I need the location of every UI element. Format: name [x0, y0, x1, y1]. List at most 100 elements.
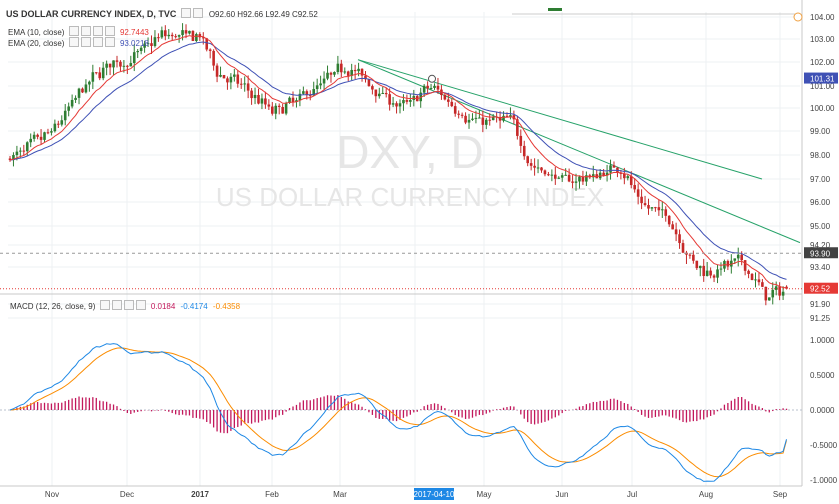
- legend-hide-icon[interactable]: [192, 8, 203, 18]
- macd-tick-label: -0.5000: [810, 441, 838, 450]
- candle-body: [43, 132, 46, 140]
- candle-body: [153, 37, 157, 46]
- time-tick-label: Aug: [699, 490, 713, 499]
- candle-body: [443, 94, 447, 100]
- ema10-more-icon[interactable]: [104, 26, 115, 36]
- price-tick-label: 104.00: [810, 13, 835, 22]
- candle-body: [536, 167, 540, 169]
- candle-body: [633, 185, 636, 190]
- toolbar-indicator: [548, 8, 562, 11]
- candle-body: [567, 174, 571, 182]
- candle-body: [184, 30, 188, 34]
- candle-body: [754, 279, 757, 281]
- candle-body: [295, 100, 298, 103]
- candle-body: [623, 173, 626, 179]
- candle-body: [108, 63, 112, 68]
- candle-body: [329, 72, 333, 75]
- ema10-legend[interactable]: EMA (10, close) 92.7443: [8, 26, 149, 37]
- candle-body: [284, 102, 288, 114]
- last-price-badge-bg: [804, 282, 838, 294]
- macd-more-icon[interactable]: [135, 300, 146, 310]
- candle-body: [105, 63, 108, 68]
- candle-body: [505, 115, 509, 117]
- macd-hist-value: 0.0184: [150, 302, 176, 311]
- candle-body: [143, 43, 146, 48]
- candle-body: [208, 49, 212, 51]
- macd-eye-icon[interactable]: [99, 300, 110, 310]
- price-tick-label: 93.40: [810, 263, 831, 272]
- candle-body: [112, 60, 115, 68]
- cursor-price-badge-bg: [804, 247, 838, 259]
- macd-tick-label: 0.5000: [810, 371, 835, 380]
- candle-body: [529, 163, 533, 166]
- ema10-eye-icon[interactable]: [68, 26, 79, 36]
- candle-body: [364, 75, 367, 80]
- watermark-name: US DOLLAR CURRENCY INDEX: [216, 182, 604, 212]
- candle-body: [371, 86, 374, 90]
- candle-body: [554, 174, 557, 179]
- candle-body: [367, 79, 371, 87]
- candle-body: [19, 150, 22, 152]
- time-tick-label: Feb: [265, 490, 279, 499]
- price-tick-label: 95.00: [810, 222, 831, 231]
- candle-body: [736, 254, 740, 259]
- candle-body: [305, 91, 309, 96]
- ema20-settings-icon[interactable]: [80, 37, 91, 47]
- candle-body: [712, 275, 716, 278]
- candle-body: [25, 142, 29, 152]
- ema20-more-icon[interactable]: [104, 37, 115, 47]
- time-tick-label: 2017: [191, 490, 209, 499]
- macd-close-icon[interactable]: [123, 300, 134, 310]
- time-tick-label: Dec: [120, 490, 134, 499]
- candle-body: [433, 85, 436, 88]
- candle-body: [519, 135, 523, 146]
- candle-body: [547, 174, 550, 176]
- candle-body: [650, 207, 654, 209]
- macd-line-value: -0.4174: [180, 302, 208, 311]
- candle-body: [170, 34, 174, 37]
- ema20-eye-icon[interactable]: [68, 37, 79, 47]
- candle-body: [340, 63, 343, 73]
- candle-body: [460, 114, 464, 116]
- candle-body: [326, 72, 329, 79]
- candle-body: [612, 165, 616, 168]
- candle-body: [771, 289, 775, 298]
- candle-body: [322, 78, 326, 84]
- ema20-legend[interactable]: EMA (20, close) 93.0218: [8, 37, 149, 48]
- candle-body: [688, 254, 692, 256]
- candle-body: [77, 88, 81, 98]
- candle-body: [654, 207, 657, 209]
- price-tick-label: 103.00: [810, 35, 835, 44]
- ema10-close-icon[interactable]: [92, 26, 103, 36]
- candle-body: [716, 269, 719, 278]
- candle-body: [46, 132, 50, 134]
- macd-settings-icon[interactable]: [111, 300, 122, 310]
- legend-settings-icon[interactable]: [180, 8, 191, 18]
- candle-body: [264, 98, 267, 105]
- candle-body: [167, 34, 171, 37]
- trendline-anchor-handle: [428, 74, 436, 83]
- alert-icon: [793, 12, 803, 22]
- candle-body: [629, 176, 633, 186]
- candle-body: [491, 116, 495, 121]
- candle-body: [39, 136, 43, 140]
- candle-body: [550, 174, 554, 176]
- candle-body: [498, 116, 502, 121]
- candle-body: [150, 43, 153, 46]
- candle-body: [229, 76, 233, 83]
- candle-body: [581, 176, 585, 182]
- candle-body: [464, 115, 467, 123]
- candle-body: [84, 84, 88, 93]
- macd-legend[interactable]: MACD (12, 26, close, 9) 0.0184 -0.4174 -…: [10, 300, 240, 311]
- candle-body: [177, 35, 181, 37]
- symbol-legend[interactable]: US DOLLAR CURRENCY INDEX, D, TVC O92.60 …: [6, 8, 318, 19]
- ema-price-badge: 101.31: [810, 75, 835, 84]
- ema20-close-icon[interactable]: [92, 37, 103, 47]
- candle-body: [122, 65, 126, 67]
- ema10-line: [9, 35, 787, 289]
- candle-body: [288, 97, 291, 103]
- candle-body: [574, 181, 578, 183]
- candle-body: [409, 99, 412, 102]
- ema10-settings-icon[interactable]: [80, 26, 91, 36]
